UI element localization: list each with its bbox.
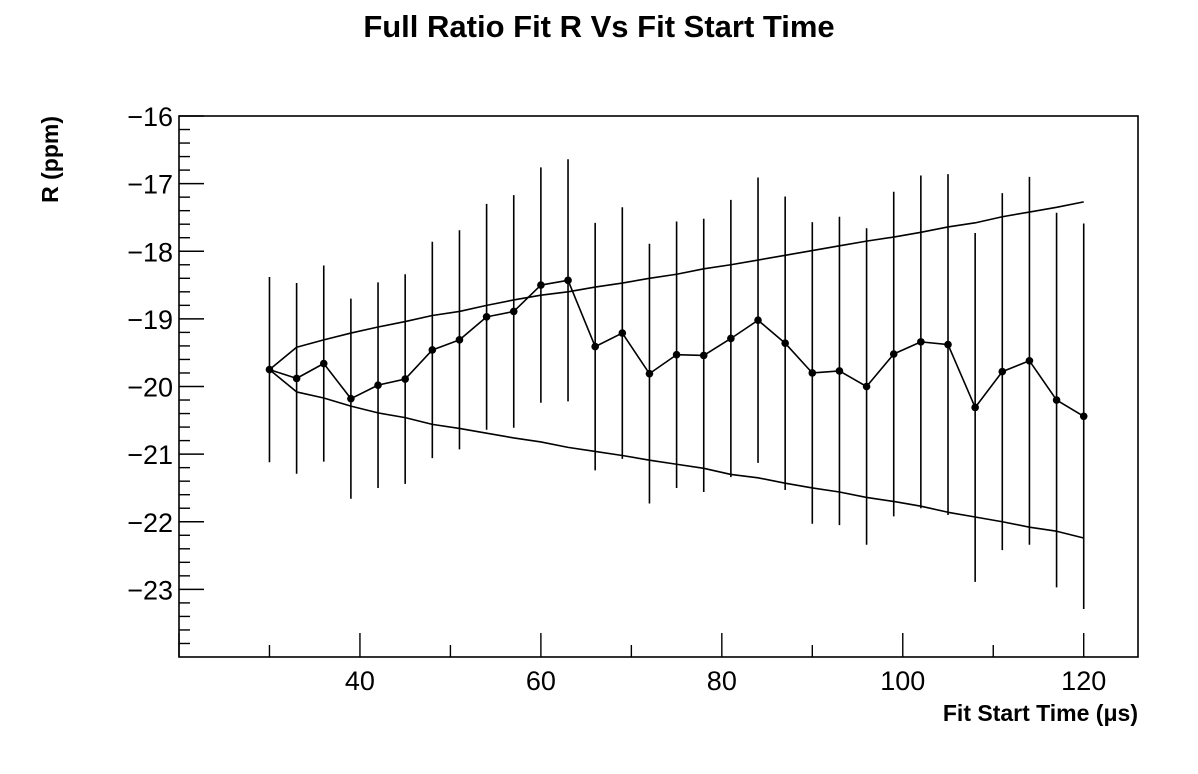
y-tick-label: −19 xyxy=(127,305,173,335)
chart-title: Full Ratio Fit R Vs Fit Start Time xyxy=(363,9,834,44)
y-tick-label: −20 xyxy=(127,373,173,403)
x-tick-label: 60 xyxy=(526,666,556,696)
data-point xyxy=(808,369,817,377)
data-point xyxy=(998,367,1007,376)
data-point xyxy=(727,334,735,343)
data-point xyxy=(862,382,871,391)
data-point xyxy=(618,329,627,337)
y-axis-title: R (ppm) xyxy=(37,116,63,203)
data-point xyxy=(428,346,437,354)
data-point xyxy=(889,350,898,358)
data-point xyxy=(781,339,789,348)
data-point xyxy=(1052,396,1061,404)
data-point xyxy=(455,336,464,344)
x-tick-label: 40 xyxy=(345,666,375,696)
data-point xyxy=(509,307,518,316)
data-point xyxy=(564,276,572,285)
plot-frame xyxy=(178,115,1139,658)
data-point xyxy=(672,350,681,359)
data-point xyxy=(754,316,762,325)
data-point xyxy=(1079,412,1088,421)
band-line xyxy=(268,201,1084,371)
data-point xyxy=(401,375,409,383)
y-axis: −16 −17 −18 −19 −20 −21 −22 −23 xyxy=(127,102,204,645)
y-tick-label: −23 xyxy=(127,575,173,605)
data-point xyxy=(374,381,382,389)
band-line xyxy=(268,368,1084,539)
data-point xyxy=(835,367,844,375)
data-point xyxy=(591,342,599,351)
data-point xyxy=(699,351,708,360)
y-tick-label: −22 xyxy=(127,508,173,538)
data-point xyxy=(1025,357,1034,365)
x-axis: 40 60 80 100 120 xyxy=(178,633,1106,696)
y-tick-label: −17 xyxy=(127,170,173,200)
x-axis-title: Fit Start Time (μs) xyxy=(943,700,1138,726)
y-tick-label: −21 xyxy=(127,440,173,470)
data-point xyxy=(482,313,491,321)
data-point xyxy=(537,281,545,289)
data-point xyxy=(347,394,355,403)
x-tick-label: 100 xyxy=(880,666,925,696)
x-tick-label: 120 xyxy=(1061,666,1106,696)
y-tick-label: −16 xyxy=(127,102,173,132)
y-tick-label: −18 xyxy=(127,237,173,267)
data-point xyxy=(319,359,328,368)
data-point xyxy=(917,338,925,346)
data-point xyxy=(645,369,654,378)
x-tick-label: 80 xyxy=(707,666,737,696)
data-layer xyxy=(265,159,1088,609)
data-point xyxy=(971,403,979,412)
data-point xyxy=(292,374,301,383)
data-point xyxy=(944,340,952,349)
